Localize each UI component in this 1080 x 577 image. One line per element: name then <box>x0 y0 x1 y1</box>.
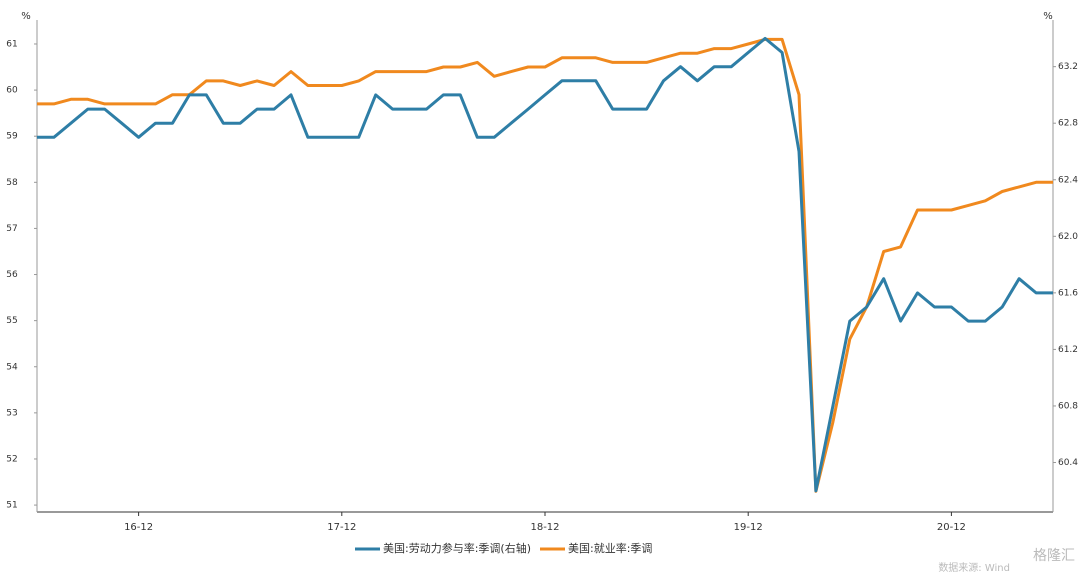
y-tick-label: 55 <box>6 316 17 326</box>
legend-text: 美国:劳动力参与率:季调(右轴) <box>383 541 531 555</box>
y-tick-label: 60 <box>6 86 18 96</box>
y-tick-label: 52 <box>6 454 17 464</box>
y-tick-label: 57 <box>6 224 17 234</box>
series-line <box>37 36 1053 493</box>
y-tick-label: 59 <box>6 132 18 142</box>
y2-tick-label: 60.4 <box>1058 458 1078 468</box>
source: 数据来源: Wind <box>938 561 1010 574</box>
y-tick-label: 53 <box>6 408 17 418</box>
y2-tick-label: 61.6 <box>1058 288 1078 298</box>
y2-tick-label: 61.2 <box>1058 345 1078 355</box>
watermark: 格隆汇 <box>1033 548 1075 564</box>
y2-tick-label: 60.8 <box>1058 401 1078 411</box>
y-tick-label: 56 <box>6 270 18 280</box>
y2-tick-label: 62.0 <box>1058 232 1078 242</box>
y2-unit: % <box>1043 11 1053 22</box>
y-tick-label: 54 <box>6 362 18 372</box>
y-unit: % <box>21 11 31 22</box>
y2-tick-label: 62.8 <box>1058 119 1078 129</box>
x-tick-label: 18-12 <box>530 522 559 533</box>
x-tick-label: 20-12 <box>937 522 966 533</box>
x-tick-label: 19-12 <box>734 522 763 533</box>
series-line <box>37 37 1053 493</box>
y2-tick-label: 62.4 <box>1058 175 1078 185</box>
y-tick-label: 51 <box>6 501 17 511</box>
x-tick-label: 17-12 <box>327 522 356 533</box>
legend-text: 美国:就业率:季调 <box>568 541 652 555</box>
x-tick-label: 16-12 <box>124 522 153 533</box>
y2-tick-label: 63.2 <box>1058 62 1078 72</box>
y-tick-label: 58 <box>6 178 18 188</box>
y-tick-label: 61 <box>6 39 17 49</box>
